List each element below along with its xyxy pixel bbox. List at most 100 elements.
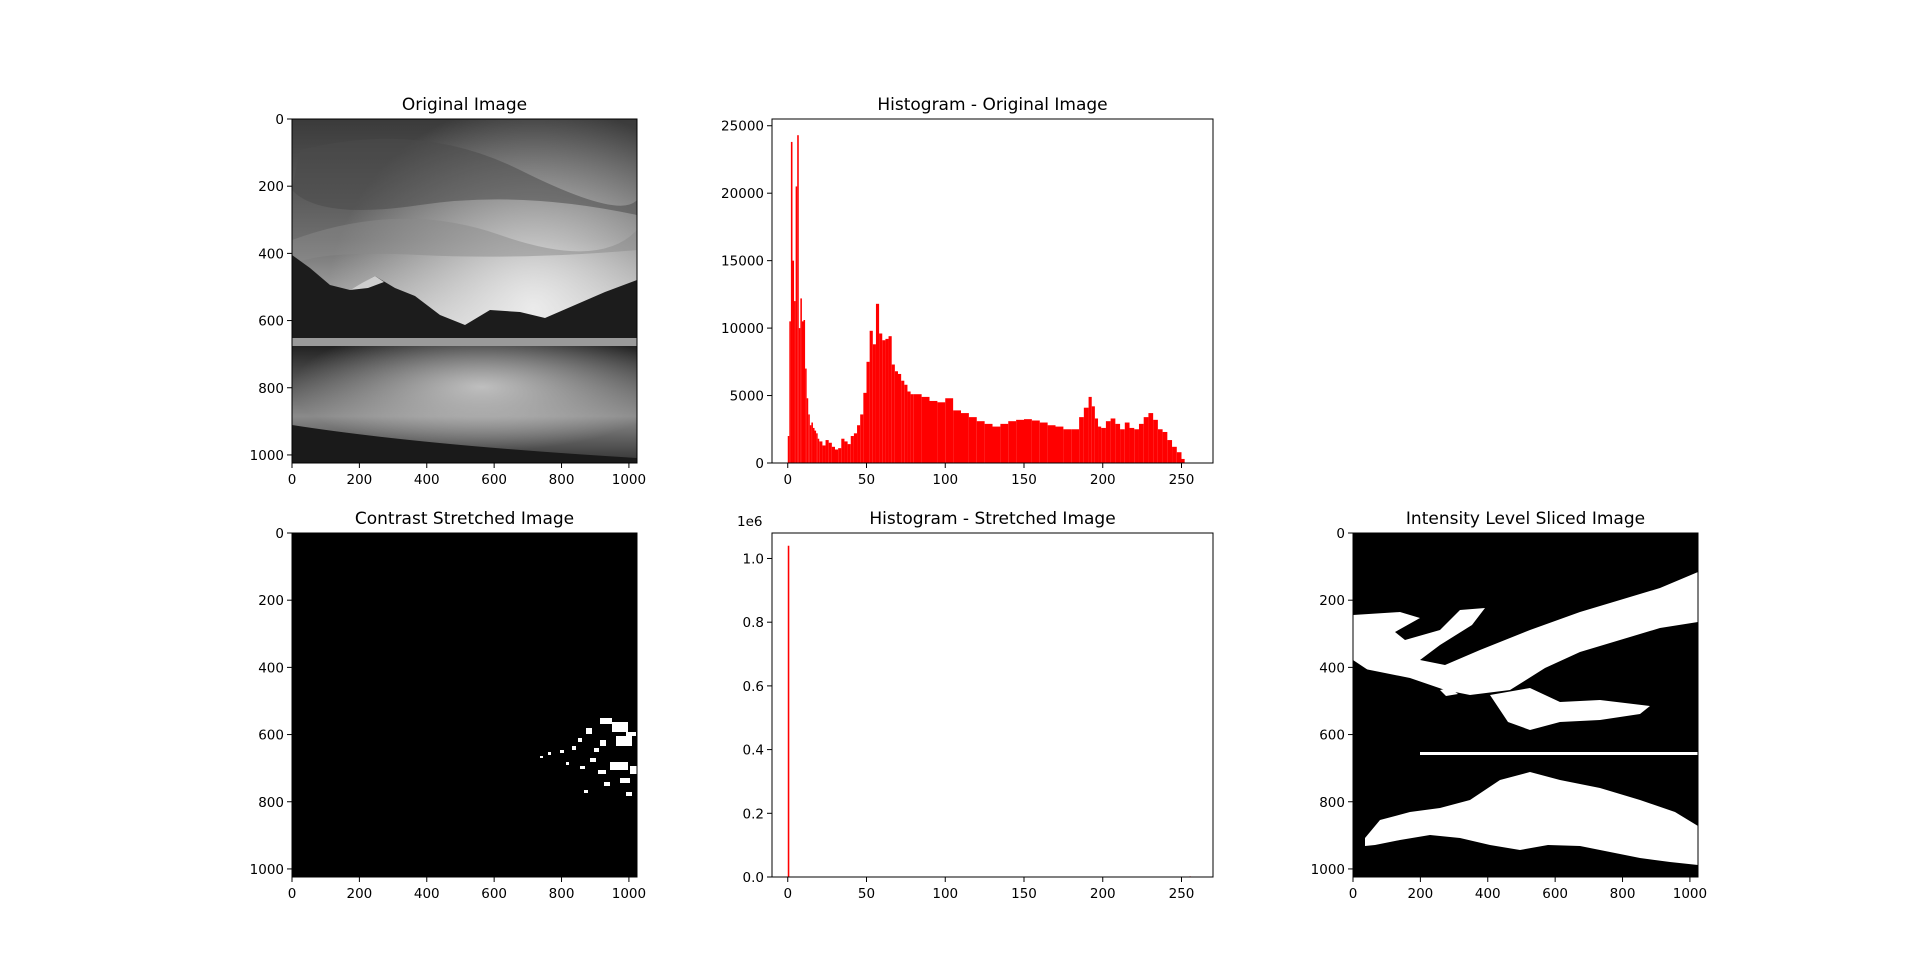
histogram-bar: [1039, 422, 1048, 463]
histogram-bar: [806, 398, 809, 463]
panel-title: Original Image: [402, 95, 527, 115]
histogram-bar: [814, 430, 817, 463]
y-tick-label: 200: [1319, 593, 1345, 609]
histogram-bar: [1008, 421, 1017, 463]
histogram-bar: [798, 328, 801, 463]
x-tick-label: 150: [1011, 886, 1037, 902]
histogram-bar: [929, 400, 938, 463]
histogram-bar: [831, 446, 835, 463]
x-tick-label: 400: [414, 472, 440, 488]
histogram-bar: [1167, 440, 1173, 463]
histogram-bar: [869, 330, 873, 463]
histogram-bar: [875, 303, 880, 463]
x-tick-label: 0: [1349, 886, 1358, 902]
histogram-bar: [1143, 417, 1149, 463]
x-tick-label: 50: [858, 886, 875, 902]
y-tick-label: 800: [258, 795, 284, 811]
histogram-bar: [838, 448, 842, 463]
y-tick-label: 1000: [1311, 862, 1345, 878]
histogram-bar: [808, 414, 810, 463]
histogram-bar: [844, 441, 848, 463]
histogram-bar: [822, 445, 826, 463]
histogram-bar: [1120, 429, 1125, 463]
histogram-bar: [1138, 423, 1144, 463]
histogram-bar: [860, 414, 864, 463]
x-tick-label: 200: [1407, 886, 1433, 902]
x-tick-label: 0: [288, 886, 297, 902]
histogram-stretched-bars: [787, 545, 1191, 877]
y-tick-label: 0: [1336, 526, 1345, 542]
histogram-bar: [921, 396, 930, 463]
y-tick-label: 1000: [250, 862, 284, 878]
histogram-bar: [787, 436, 790, 463]
histogram-bar: [797, 135, 799, 463]
histogram-bar: [1153, 419, 1158, 463]
panel-title: Histogram - Stretched Image: [869, 509, 1115, 529]
histogram-bar: [801, 321, 804, 463]
histogram-bar: [794, 301, 796, 463]
x-tick-label: 600: [481, 472, 507, 488]
x-tick-label: 0: [783, 472, 792, 488]
x-tick-label: 200: [1090, 886, 1116, 902]
histogram-bar: [968, 417, 977, 463]
histogram-bar: [961, 413, 969, 463]
y-tick-label: 10000: [721, 321, 764, 337]
histogram-bar: [790, 141, 793, 463]
x-tick-label: 800: [1610, 886, 1636, 902]
y-tick-label: 1.0: [743, 551, 764, 567]
histogram-bar: [1024, 419, 1032, 463]
panel-title: Intensity Level Sliced Image: [1406, 509, 1645, 529]
histogram-bar: [800, 298, 802, 463]
histogram-bar: [835, 449, 839, 463]
axes-frame: [1352, 532, 1699, 878]
x-tick-label: 0: [783, 886, 792, 902]
histogram-bar: [1115, 423, 1121, 463]
contrast-stretched-picture: [292, 533, 637, 877]
histogram-bar: [1000, 423, 1009, 463]
histogram-bar: [792, 260, 795, 463]
histogram-bar: [857, 425, 861, 463]
histogram-bar: [1157, 429, 1163, 463]
histogram-bar: [819, 441, 823, 463]
y-tick-label: 0.8: [743, 615, 764, 631]
axes-frame: [771, 118, 1214, 464]
y-tick-label: 200: [258, 593, 284, 609]
x-tick-label: 800: [549, 472, 575, 488]
histogram-bar: [1047, 425, 1056, 463]
histogram-bar: [992, 426, 1001, 463]
x-tick-label: 800: [549, 886, 575, 902]
histogram-bar: [866, 361, 870, 463]
panel-intensity-sliced-image: Intensity Level Sliced Image: [1353, 509, 1698, 877]
histogram-bar: [945, 398, 954, 463]
histogram-bar: [1134, 429, 1139, 463]
panel-original-image: Original Image: [292, 95, 637, 463]
histogram-bar: [976, 421, 985, 463]
y-tick-label: 600: [258, 728, 284, 744]
y-offset-text: 1e6: [737, 514, 762, 530]
y-tick-label: 5000: [730, 389, 764, 405]
histogram-bar: [1148, 413, 1154, 463]
histogram-bar: [795, 186, 798, 463]
y-tick-label: 0: [275, 112, 284, 128]
x-tick-label: 150: [1011, 472, 1037, 488]
x-tick-label: 200: [346, 472, 372, 488]
histogram-bar: [904, 384, 908, 463]
y-tick-label: 400: [258, 660, 284, 676]
x-tick-label: 250: [1169, 886, 1195, 902]
y-tick-label: 25000: [721, 119, 764, 135]
y-tick-label: 0: [275, 526, 284, 542]
histogram-bar: [1088, 396, 1092, 463]
x-tick-label: 1000: [1673, 886, 1707, 902]
histogram-bar: [1176, 452, 1182, 463]
histogram-bar: [825, 440, 829, 463]
panel-contrast-stretched-image: Contrast Stretched Image: [292, 509, 637, 877]
histogram-bar: [847, 444, 851, 463]
panel-title: Contrast Stretched Image: [355, 509, 574, 529]
axes-frame: [291, 118, 638, 464]
histogram-bar: [901, 380, 905, 463]
x-tick-label: 1000: [612, 472, 646, 488]
y-tick-label: 400: [258, 246, 284, 262]
y-tick-label: 800: [1319, 795, 1345, 811]
y-tick-label: 0.6: [743, 679, 764, 695]
